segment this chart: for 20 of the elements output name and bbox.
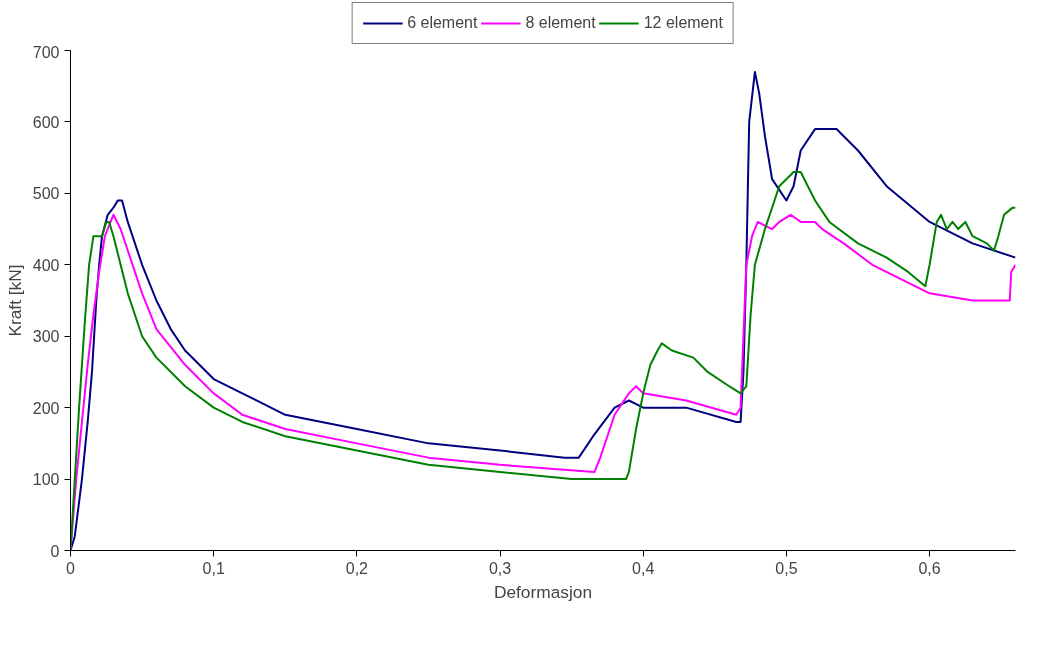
x-tick-label: 0,1 — [202, 559, 225, 577]
x-axis-title: Deformasjon — [493, 581, 593, 602]
x-tick-label: 0,2 — [345, 559, 369, 577]
y-tick-label: 0 — [50, 542, 60, 560]
y-tick-label: 300 — [32, 328, 60, 346]
x-tick-label: 0,3 — [488, 559, 512, 577]
y-tick-label: 100 — [32, 471, 60, 489]
y-tick-label: 600 — [32, 113, 60, 131]
legend-label: 12 element — [643, 13, 723, 32]
legend-label: 6 element — [407, 13, 478, 32]
legend-label: 8 element — [525, 13, 596, 32]
x-tick-label: 0,5 — [775, 559, 798, 577]
y-tick-label: 200 — [32, 399, 60, 417]
x-tick-label: 0 — [66, 559, 76, 577]
x-tick-label: 0,4 — [632, 559, 655, 577]
y-tick-label: 400 — [32, 256, 60, 274]
y-tick-label: 700 — [32, 43, 60, 61]
y-axis-title: Kraft [kN] — [4, 264, 25, 337]
x-tick-label: 0,6 — [918, 559, 941, 577]
y-tick-label: 500 — [32, 185, 60, 203]
